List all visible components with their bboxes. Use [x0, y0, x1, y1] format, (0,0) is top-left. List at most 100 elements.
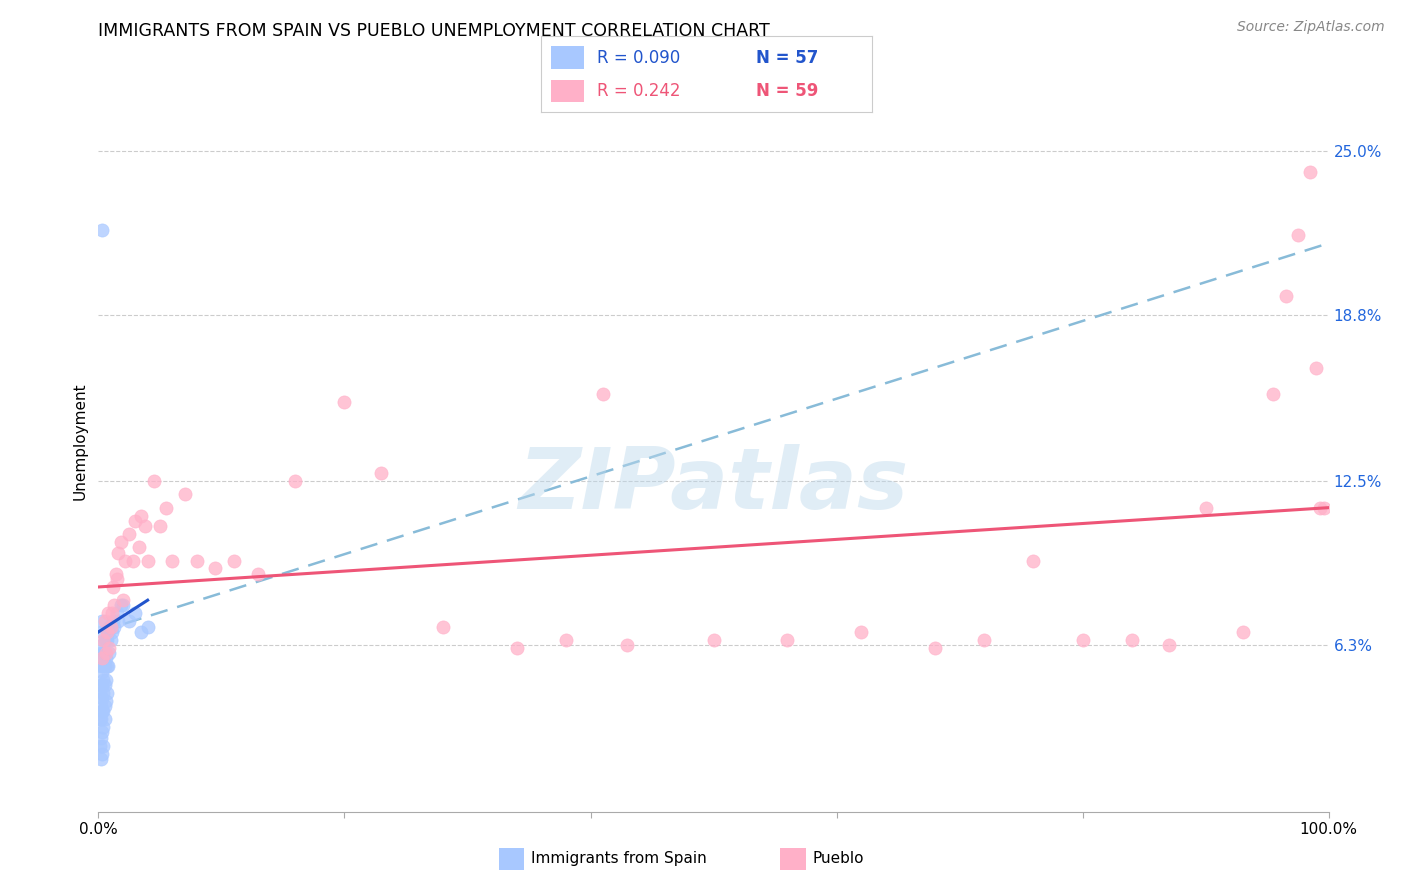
- Point: [96, 624, 118, 639]
- Point: [98, 646, 121, 660]
- Point: [93, 686, 115, 700]
- Point: [98, 619, 121, 633]
- Point: [91, 725, 114, 739]
- Point: [1157, 638, 1180, 652]
- Point: [91, 691, 114, 706]
- Point: [1309, 500, 1331, 515]
- Point: [94, 673, 117, 687]
- Point: [91, 651, 114, 665]
- Point: [97, 624, 120, 639]
- Point: [89, 712, 111, 726]
- Point: [93, 720, 115, 734]
- Point: [91, 665, 114, 679]
- Point: [93, 646, 115, 660]
- Point: [333, 395, 356, 409]
- Point: [1313, 500, 1336, 515]
- Text: Immigrants from Spain: Immigrants from Spain: [531, 852, 707, 866]
- Point: [924, 640, 946, 655]
- Point: [616, 638, 638, 652]
- Point: [93, 632, 115, 647]
- Point: [703, 632, 725, 647]
- Point: [94, 646, 117, 660]
- Y-axis label: Unemployment: Unemployment: [72, 383, 87, 500]
- Point: [173, 487, 195, 501]
- Point: [107, 546, 129, 560]
- Point: [100, 619, 122, 633]
- Point: [186, 553, 208, 567]
- Point: [90, 646, 112, 660]
- Point: [91, 223, 114, 237]
- Point: [91, 747, 114, 761]
- Point: [93, 615, 115, 629]
- Point: [149, 519, 172, 533]
- Bar: [551, 46, 585, 69]
- Text: N = 59: N = 59: [756, 82, 818, 100]
- Point: [93, 659, 115, 673]
- Point: [592, 387, 614, 401]
- Point: [1121, 632, 1143, 647]
- Point: [105, 572, 128, 586]
- Point: [1286, 228, 1309, 243]
- Point: [90, 678, 112, 692]
- Point: [114, 553, 136, 567]
- Point: [222, 553, 245, 567]
- Point: [432, 619, 454, 633]
- Point: [131, 624, 153, 639]
- Point: [90, 712, 112, 726]
- Point: [124, 514, 146, 528]
- Point: [370, 467, 392, 481]
- Point: [128, 541, 150, 555]
- Point: [1263, 387, 1285, 401]
- Text: N = 57: N = 57: [756, 49, 818, 67]
- Point: [91, 624, 114, 639]
- Point: [1232, 624, 1254, 639]
- Point: [112, 593, 135, 607]
- Bar: [551, 79, 585, 103]
- Point: [93, 646, 115, 660]
- Text: Pueblo: Pueblo: [813, 852, 865, 866]
- Point: [1195, 500, 1218, 515]
- Point: [96, 632, 118, 647]
- Point: [247, 566, 270, 581]
- Point: [112, 599, 135, 613]
- Text: R = 0.242: R = 0.242: [598, 82, 681, 100]
- Point: [93, 632, 115, 647]
- Point: [1274, 289, 1296, 303]
- Point: [103, 619, 125, 633]
- Point: [136, 619, 159, 633]
- Point: [101, 607, 124, 621]
- Point: [91, 678, 114, 692]
- Point: [849, 624, 872, 639]
- Point: [103, 615, 125, 629]
- Point: [101, 624, 124, 639]
- Point: [90, 752, 112, 766]
- Point: [94, 694, 117, 708]
- Text: IMMIGRANTS FROM SPAIN VS PUEBLO UNEMPLOYMENT CORRELATION CHART: IMMIGRANTS FROM SPAIN VS PUEBLO UNEMPLOY…: [98, 22, 770, 40]
- Text: ZIPatlas: ZIPatlas: [519, 444, 908, 527]
- Point: [96, 659, 118, 673]
- Point: [94, 651, 117, 665]
- Point: [136, 553, 159, 567]
- Point: [973, 632, 995, 647]
- Point: [1071, 632, 1094, 647]
- Point: [1022, 553, 1045, 567]
- Point: [131, 508, 153, 523]
- Point: [93, 704, 115, 718]
- Point: [94, 632, 117, 647]
- Point: [93, 673, 115, 687]
- Point: [89, 686, 111, 700]
- Point: [100, 632, 122, 647]
- Point: [122, 553, 145, 567]
- Point: [107, 615, 129, 629]
- Point: [142, 474, 165, 488]
- Point: [162, 553, 183, 567]
- Point: [1299, 165, 1322, 179]
- Point: [506, 640, 529, 655]
- Point: [284, 474, 307, 488]
- Point: [134, 519, 156, 533]
- Point: [90, 659, 112, 673]
- Point: [776, 632, 799, 647]
- Point: [105, 607, 128, 621]
- Point: [103, 599, 125, 613]
- Point: [91, 638, 114, 652]
